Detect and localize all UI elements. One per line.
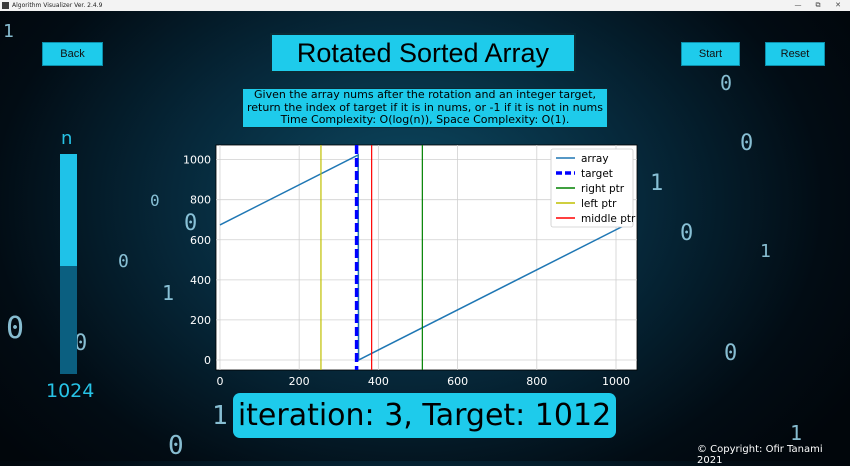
matrix-glyph: 0 xyxy=(680,221,694,246)
series-array xyxy=(219,153,626,362)
minimize-icon[interactable]: — xyxy=(794,1,802,9)
matrix-glyph: 1 xyxy=(790,421,803,445)
copyright-text: © Copyright: Ofir Tanami 2021 xyxy=(697,444,823,466)
problem-description: Given the array nums after the rotation … xyxy=(242,88,608,128)
legend-label-target: target xyxy=(581,168,613,180)
legend-label-left-ptr: left ptr xyxy=(581,198,617,210)
matrix-glyph: 1 xyxy=(212,401,228,431)
y-tick-label: 0 xyxy=(204,354,211,367)
description-line-2: return the index of target if it is in n… xyxy=(246,100,603,114)
close-icon[interactable]: ✕ xyxy=(835,1,841,9)
slider-fill[interactable] xyxy=(60,154,77,267)
reset-button[interactable]: Reset xyxy=(765,42,825,66)
y-tick-label: 400 xyxy=(190,274,211,287)
x-tick-label: 200 xyxy=(289,375,310,388)
x-tick-label: 0 xyxy=(216,375,223,388)
maximize-icon[interactable]: ⧉ xyxy=(815,1,821,9)
legend-label-middle-ptr: middle ptr xyxy=(581,213,636,225)
x-tick-label: 600 xyxy=(447,375,468,388)
legend-box xyxy=(550,148,634,228)
matrix-glyph: 1 xyxy=(760,241,771,262)
window-title: Algorithm Visualizer Ver. 2.4.9 xyxy=(12,2,103,9)
n-slider[interactable] xyxy=(60,154,77,374)
matrix-glyph: 0 xyxy=(150,191,160,210)
matrix-glyph: 0 xyxy=(168,431,184,461)
matrix-glyph: 1 xyxy=(650,171,664,196)
legend-label-array: array xyxy=(581,153,609,165)
matrix-glyph: 1 xyxy=(162,281,175,305)
y-tick-label: 800 xyxy=(190,194,211,207)
matrix-glyph: 0 xyxy=(118,251,129,272)
y-tick-label: 200 xyxy=(190,314,211,327)
status-text: iteration: 3, Target: 1012 xyxy=(233,393,616,438)
slider-label: n xyxy=(61,128,73,149)
description-line-1: Given the array nums after the rotation … xyxy=(253,88,597,101)
matrix-glyph: 0 xyxy=(740,131,754,156)
page-title: Rotated Sorted Array xyxy=(270,33,576,73)
matrix-glyph: 0 xyxy=(74,331,88,356)
start-button[interactable]: Start xyxy=(681,42,740,66)
back-button[interactable]: Back xyxy=(42,42,103,66)
description-line-3: Time Complexity: O(log(n)), Space Comple… xyxy=(280,113,570,126)
matrix-glyph: 1 xyxy=(3,21,14,42)
chart: 0 200 400 600 800 1000 0 200 400 600 800 1000 array t… xyxy=(183,144,638,388)
legend-label-right-ptr: right ptr xyxy=(581,183,625,195)
matrix-glyph: 0 xyxy=(184,211,198,236)
slider-value: 1024 xyxy=(46,380,95,402)
x-tick-label: 800 xyxy=(526,375,547,388)
window-titlebar: Algorithm Visualizer Ver. 2.4.9 — ⧉ ✕ xyxy=(0,0,850,11)
app-icon xyxy=(2,2,9,9)
x-tick-label: 1000 xyxy=(602,375,630,388)
matrix-glyph: 0 xyxy=(724,341,738,366)
x-tick-label: 400 xyxy=(368,375,389,388)
y-tick-label: 1000 xyxy=(183,154,211,167)
matrix-glyph: 0 xyxy=(720,71,733,95)
y-tick-label: 600 xyxy=(190,234,211,247)
matrix-glyph: 0 xyxy=(6,311,25,346)
